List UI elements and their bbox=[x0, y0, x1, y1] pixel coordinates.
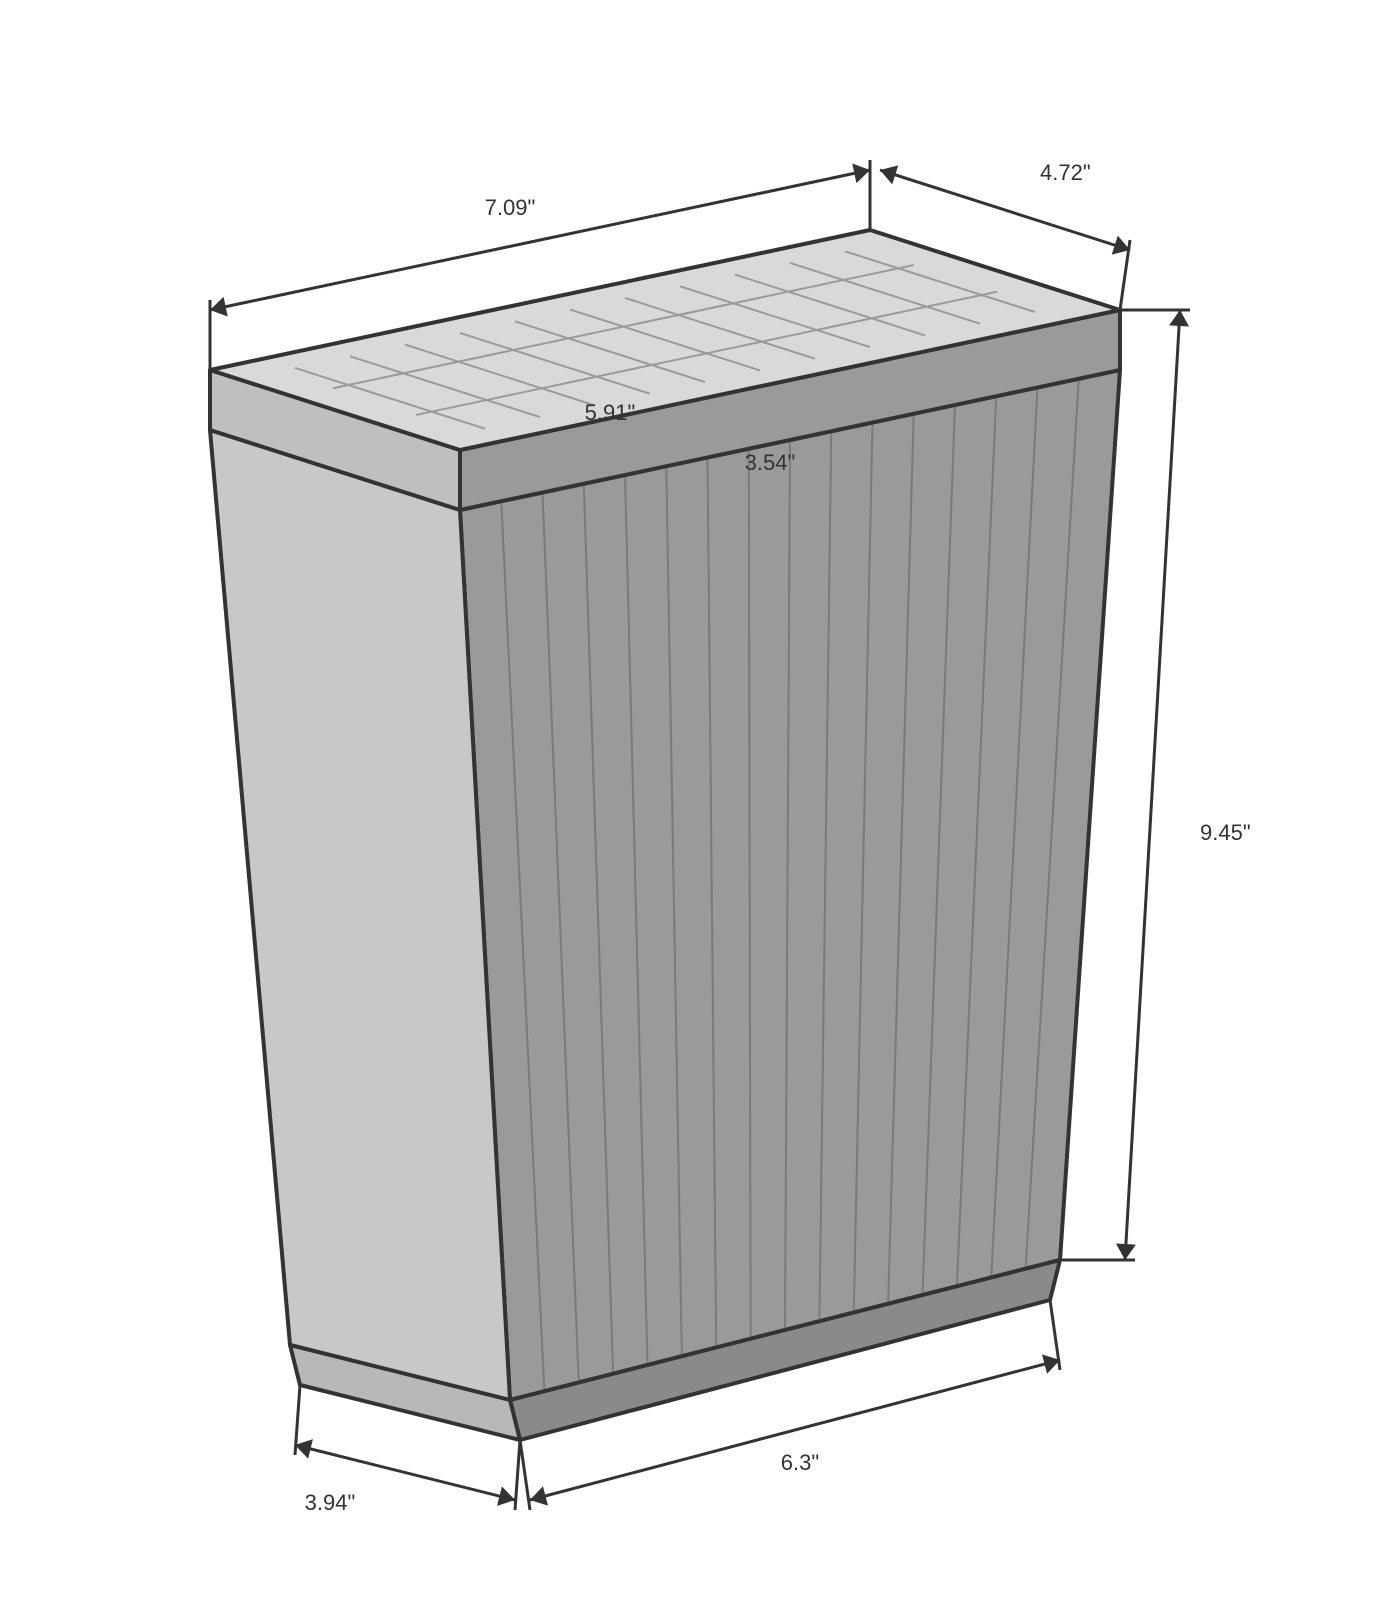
dim-label-top_width: 7.09" bbox=[485, 195, 536, 220]
interior-label-1: 3.54" bbox=[745, 450, 796, 475]
dim-label-base_width: 6.3" bbox=[781, 1450, 819, 1475]
interior-label-0: 5.91" bbox=[585, 400, 636, 425]
ext-line-base_width-0 bbox=[520, 1440, 530, 1510]
ext-line-base_depth-1 bbox=[515, 1440, 520, 1510]
dim-line-height bbox=[1125, 310, 1180, 1260]
dim-label-top_depth: 4.72" bbox=[1040, 160, 1091, 185]
dimension-drawing: 7.09" 4.72" 9.45" 6.3" 3.94" 5.91" 3.54" bbox=[0, 0, 1400, 1600]
dim-label-base_depth: 3.94" bbox=[305, 1490, 356, 1515]
dim-label-height: 9.45" bbox=[1200, 820, 1251, 845]
product-shape bbox=[210, 230, 1120, 1440]
body-front bbox=[210, 430, 510, 1400]
dim-line-top_depth bbox=[880, 170, 1130, 250]
